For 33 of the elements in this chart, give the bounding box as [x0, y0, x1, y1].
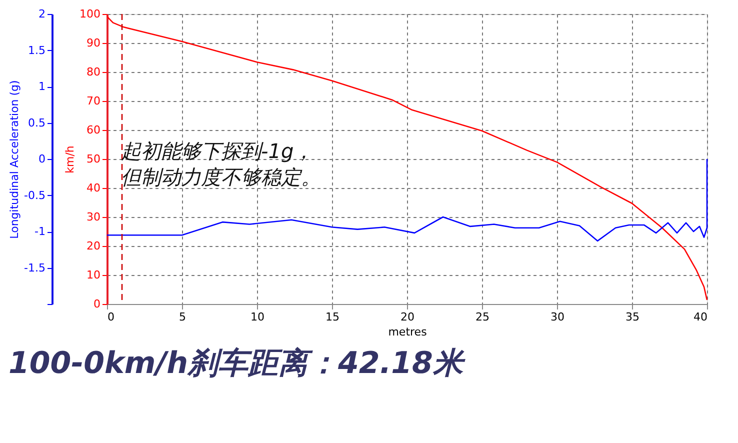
y2-tick-label: -0.5: [24, 188, 46, 202]
y-tick-label: 0: [94, 298, 100, 310]
x-tick-label: 30: [550, 310, 564, 324]
annotation: 起初能够下探到-1g，但制动力度不够稳定。: [121, 139, 321, 189]
x-tick-label: 15: [326, 310, 340, 324]
y-tick-label: 20: [86, 240, 100, 252]
y-tick-label: 90: [86, 36, 100, 50]
y-tick-label: 100: [80, 8, 100, 20]
x-axis-title: metres: [388, 326, 428, 338]
y-tick-label: 10: [86, 268, 100, 282]
y2-tick-label: 1: [38, 80, 46, 93]
x-tick-label: 25: [476, 310, 490, 324]
x-tick-label: 0: [108, 310, 114, 324]
y2-tick-label: 0.5: [28, 116, 46, 130]
y-tick-label: 60: [86, 124, 100, 136]
y2-tick-label: -1: [34, 225, 46, 238]
y2-tick-label: 2: [38, 8, 46, 20]
y-tick-label: 70: [86, 94, 100, 108]
y2-tick-label: 1.5: [28, 44, 46, 57]
x-tick-label: 40: [694, 310, 708, 324]
text: 100-0km/h刹车距离：42.18米: [8, 346, 466, 381]
y-tick-label: 50: [86, 152, 100, 166]
x-tick-label: 20: [400, 310, 414, 324]
y-tick-label: 40: [86, 182, 100, 194]
y-tick-label: 30: [86, 210, 100, 224]
x-tick-label: 10: [250, 310, 264, 324]
y2-tick-label: -1.5: [24, 261, 46, 274]
y2-tick-label: 0: [38, 152, 46, 166]
y2-axis-title: Longitudinal Acceleration (g): [8, 80, 22, 239]
y-tick-label: 80: [86, 66, 100, 78]
x-tick-label: 35: [626, 310, 640, 324]
y-axis-title: km/h: [64, 146, 77, 174]
x-tick-label: 5: [179, 310, 186, 324]
